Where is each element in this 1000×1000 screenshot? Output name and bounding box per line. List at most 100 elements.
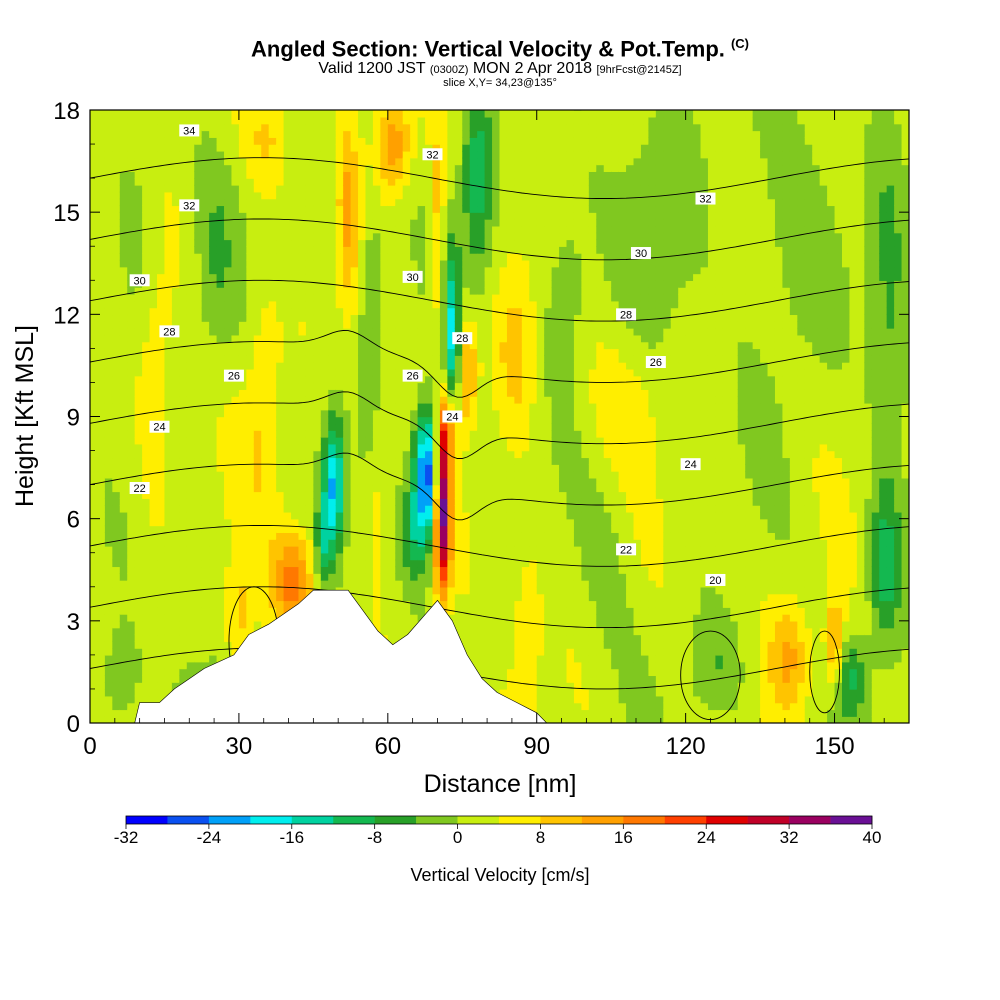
velocity-cell (231, 123, 240, 132)
velocity-cell (201, 123, 210, 132)
velocity-cell (261, 545, 270, 554)
velocity-cell (454, 327, 463, 336)
velocity-cell (104, 702, 114, 711)
velocity-cell (119, 484, 128, 493)
velocity-cell (149, 566, 158, 574)
velocity-cell (104, 484, 114, 493)
velocity-cell (186, 573, 195, 581)
velocity-cell (395, 484, 404, 493)
velocity-cell (142, 464, 151, 472)
velocity-cell (104, 225, 114, 234)
velocity-cell (305, 559, 315, 568)
velocity-cell (492, 396, 501, 404)
velocity-cell (417, 314, 426, 322)
velocity-cell (253, 191, 262, 200)
velocity-cell (216, 539, 225, 547)
velocity-cell (365, 314, 374, 322)
velocity-cell (305, 416, 315, 425)
velocity-cell (164, 579, 173, 588)
velocity-cell (328, 539, 337, 547)
velocity-cell (462, 239, 471, 247)
velocity-cell (387, 416, 396, 425)
velocity-cell (365, 150, 374, 159)
velocity-cell (410, 280, 419, 288)
velocity-cell (127, 266, 136, 275)
velocity-cell (194, 239, 203, 247)
velocity-cell (402, 627, 411, 636)
velocity-cell (283, 505, 292, 513)
velocity-cell (119, 648, 128, 656)
velocity-cell (432, 532, 441, 540)
velocity-cell (462, 362, 471, 370)
velocity-cell (484, 579, 493, 588)
velocity-cell (365, 484, 374, 493)
velocity-cell (276, 423, 285, 431)
velocity-cell (268, 273, 277, 281)
velocity-cell (313, 525, 322, 533)
velocity-cell (186, 293, 195, 302)
velocity-cell (224, 396, 233, 404)
velocity-cell (372, 212, 382, 220)
velocity-cell (246, 552, 255, 561)
velocity-cell (358, 600, 367, 608)
velocity-cell (462, 450, 471, 459)
velocity-cell (372, 416, 382, 425)
velocity-cell (224, 266, 233, 275)
velocity-cell (164, 436, 173, 445)
velocity-cell (372, 579, 382, 588)
velocity-cell (492, 307, 501, 316)
velocity-cell (209, 300, 218, 309)
velocity-cell (90, 348, 99, 356)
velocity-cell (439, 559, 449, 568)
velocity-cell (224, 212, 233, 220)
velocity-cell (291, 498, 300, 506)
velocity-cell (201, 368, 210, 377)
velocity-cell (112, 232, 121, 241)
velocity-cell (209, 307, 218, 316)
velocity-cell (216, 321, 225, 329)
velocity-cell (328, 505, 337, 513)
velocity-cell (320, 184, 329, 193)
velocity-cell (410, 396, 419, 404)
velocity-cell (350, 225, 359, 234)
velocity-cell (127, 593, 136, 602)
velocity-cell (387, 614, 396, 622)
velocity-cell (283, 164, 292, 172)
velocity-cell (439, 484, 449, 493)
velocity-cell (164, 430, 173, 438)
velocity-cell (171, 116, 181, 125)
velocity-cell (224, 273, 233, 281)
velocity-cell (276, 430, 285, 438)
velocity-cell (462, 505, 471, 513)
velocity-cell (462, 525, 471, 533)
velocity-cell (127, 423, 136, 431)
velocity-cell (119, 443, 128, 452)
velocity-cell (462, 355, 471, 363)
velocity-cell (134, 593, 143, 602)
velocity-cell (439, 184, 449, 193)
velocity-cell (157, 314, 166, 322)
velocity-cell (417, 341, 426, 350)
velocity-cell (298, 586, 307, 595)
velocity-cell (142, 423, 151, 431)
velocity-cell (484, 675, 493, 683)
velocity-cell (432, 321, 441, 329)
velocity-cell (298, 116, 307, 125)
velocity-cell (291, 573, 300, 581)
velocity-cell (179, 436, 188, 445)
velocity-cell (171, 300, 181, 309)
velocity-cell (447, 443, 456, 452)
velocity-cell (469, 184, 478, 193)
velocity-cell (313, 484, 322, 493)
velocity-cell (149, 654, 158, 663)
velocity-cell (298, 593, 307, 602)
velocity-cell (164, 307, 173, 316)
velocity-cell (97, 232, 106, 241)
velocity-cell (253, 525, 262, 533)
velocity-cell (305, 470, 315, 479)
velocity-cell (238, 511, 248, 520)
velocity-cell (253, 280, 262, 288)
velocity-cell (477, 436, 486, 445)
velocity-cell (119, 430, 128, 438)
velocity-cell (179, 184, 188, 193)
